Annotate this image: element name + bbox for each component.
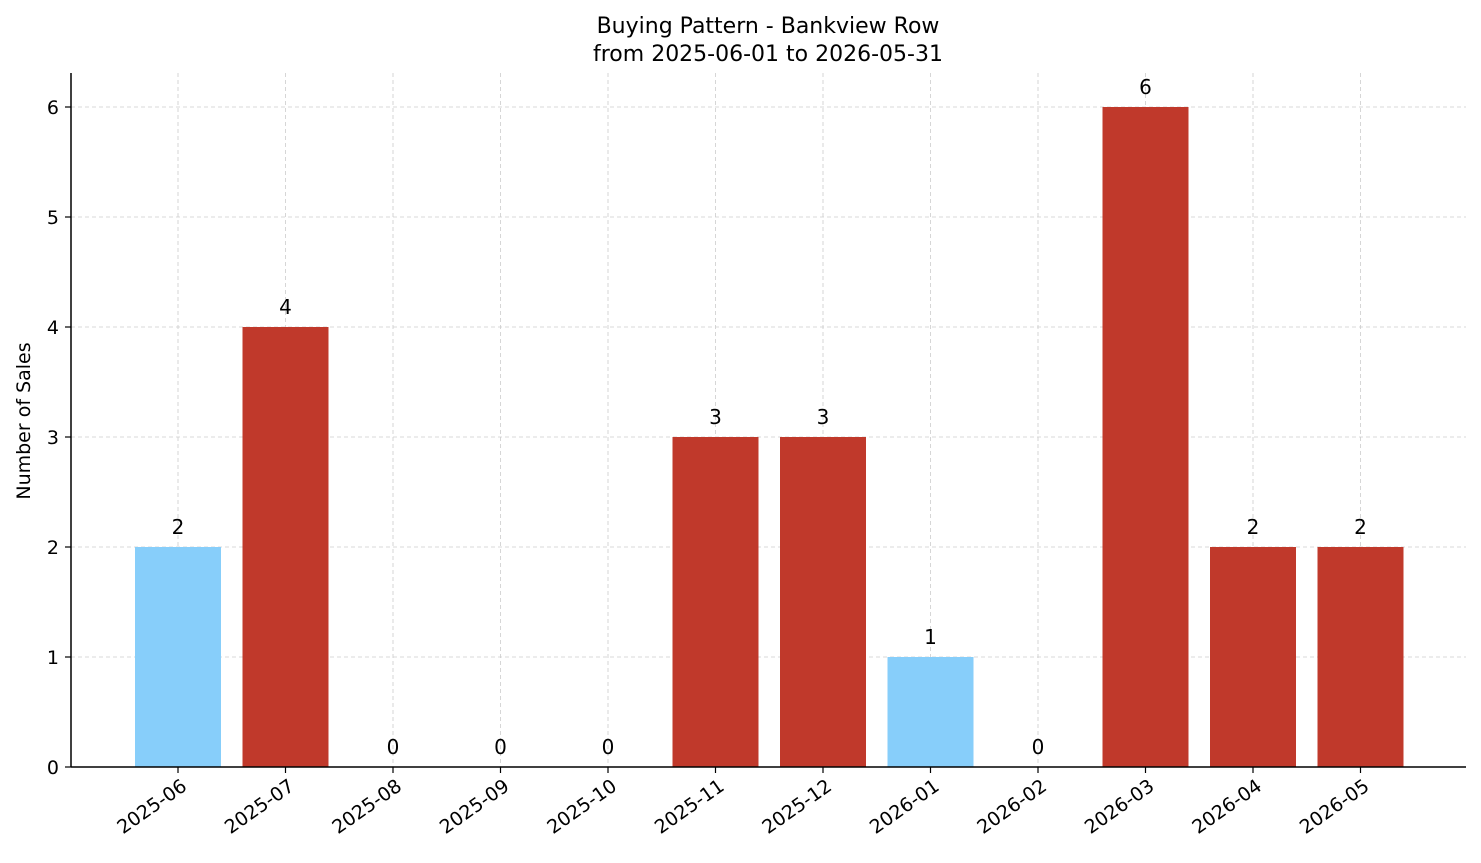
bar-value-label: 0 [387, 735, 400, 759]
chart-subtitle: from 2025-06-01 to 2026-05-31 [593, 42, 943, 67]
bar-value-label: 2 [172, 515, 185, 539]
y-ticks: 0 1 2 3 4 5 6 [47, 97, 71, 779]
bar [1102, 107, 1189, 767]
bar-value-label: 3 [817, 405, 830, 429]
x-tick-label: 2025-12 [758, 775, 836, 839]
y-tick-label: 6 [47, 97, 59, 119]
bar-value-label: 6 [1139, 75, 1152, 99]
x-tick-label: 2025-08 [328, 775, 406, 839]
bar-value-label: 2 [1247, 515, 1260, 539]
y-axis-label: Number of Sales [13, 342, 35, 499]
bar-value-label: 2 [1354, 515, 1367, 539]
bar [1317, 547, 1404, 767]
x-tick-label: 2025-11 [651, 775, 729, 839]
x-tick-label: 2025-09 [436, 775, 514, 839]
x-tick-label: 2025-10 [543, 775, 621, 839]
bar [1210, 547, 1296, 767]
y-tick-label: 5 [47, 207, 59, 229]
y-tick-label: 1 [47, 647, 59, 669]
bar-value-label: 0 [602, 735, 615, 759]
bars [135, 107, 1404, 767]
x-tick-label: 2026-02 [973, 775, 1051, 839]
bar [242, 327, 329, 767]
x-tick-label: 2026-01 [866, 775, 944, 839]
bar-value-label: 0 [1032, 735, 1045, 759]
bar [135, 547, 221, 767]
bar [672, 437, 759, 767]
bar-value-label: 4 [279, 295, 292, 319]
x-tick-label: 2026-03 [1081, 775, 1159, 839]
bar-value-label: 1 [924, 625, 937, 649]
bar [887, 657, 974, 767]
y-tick-label: 3 [47, 427, 59, 449]
x-tick-label: 2025-06 [113, 775, 191, 839]
bar-value-label: 0 [494, 735, 507, 759]
y-tick-label: 0 [47, 757, 59, 779]
chart-title: Buying Pattern - Bankview Row [597, 14, 940, 39]
axes [70, 73, 1466, 768]
bar [780, 437, 866, 767]
bar-value-label: 3 [709, 405, 722, 429]
x-ticks: 2025-06 2025-07 2025-08 2025-09 2025-10 2025-… [113, 767, 1373, 839]
y-tick-label: 2 [47, 537, 59, 559]
x-tick-label: 2026-04 [1188, 775, 1266, 839]
x-tick-label: 2026-05 [1296, 775, 1374, 839]
y-tick-label: 4 [47, 317, 59, 339]
x-tick-label: 2025-07 [221, 775, 299, 839]
